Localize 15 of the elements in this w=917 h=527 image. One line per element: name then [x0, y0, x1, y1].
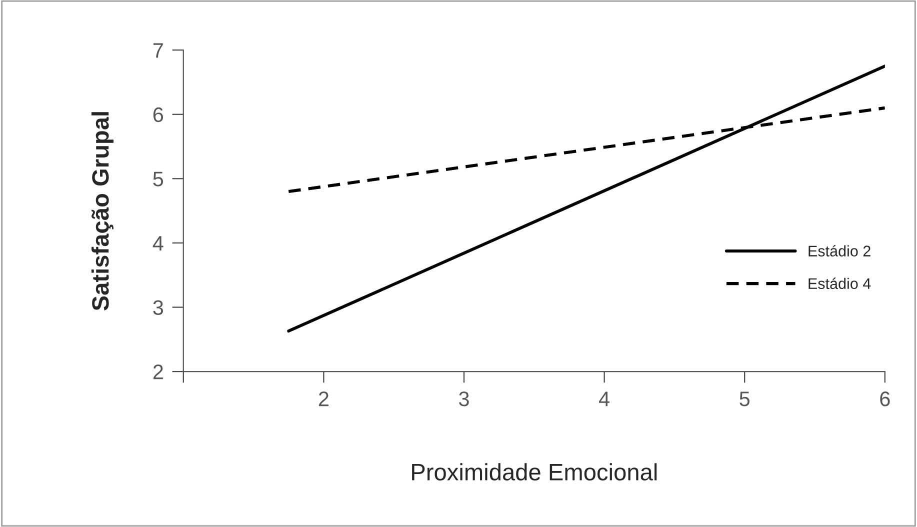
x-tick-label: 6: [880, 392, 890, 406]
y-tick-label: 5: [153, 172, 164, 186]
y-tick-label: 2: [153, 364, 163, 380]
x-axis-title: Proximidade Emocional: [412, 463, 657, 481]
y-tick-label: 6: [153, 107, 164, 122]
x-tick-label: 3: [459, 392, 469, 406]
y-tick-label: 7: [153, 43, 163, 58]
legend-label: Estádio 4: [808, 278, 871, 290]
legend-label: Estádio 2: [808, 245, 870, 256]
x-tick-label: 2: [318, 392, 328, 406]
x-tick-label: 5: [740, 392, 750, 406]
y-tick-label: 4: [152, 236, 164, 250]
y-tick-label: 3: [153, 300, 164, 315]
y-axis-title: Satisfação Grupal: [91, 112, 114, 310]
x-tick-label: 4: [598, 392, 610, 406]
